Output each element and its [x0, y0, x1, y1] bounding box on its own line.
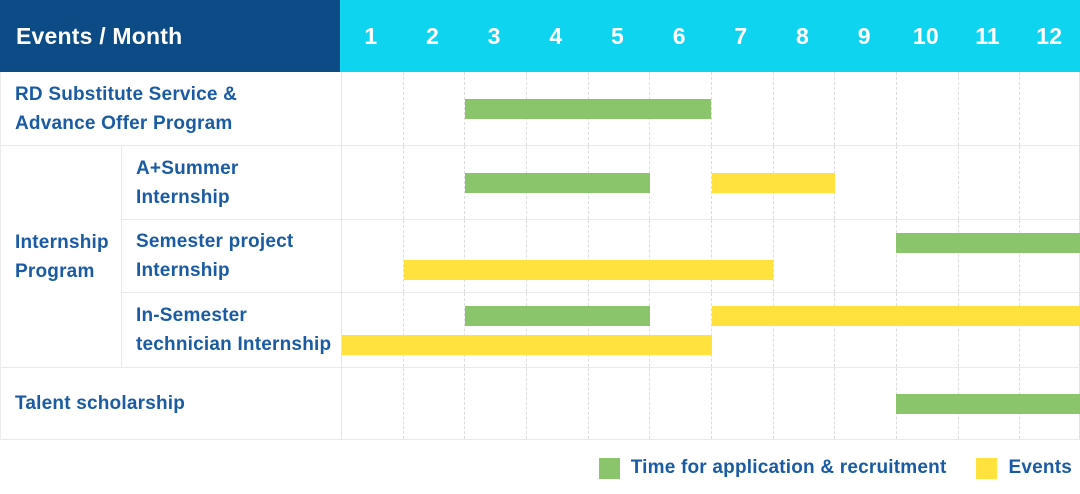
month-label: 4 — [549, 22, 563, 49]
month-label: 5 — [611, 22, 625, 49]
green-bar — [896, 233, 1080, 253]
month-gridcell — [402, 368, 465, 439]
month-label: 1 — [364, 22, 378, 49]
legend-swatch-green — [598, 457, 620, 479]
month-gridcell — [587, 368, 650, 439]
month-gridcell — [649, 368, 711, 439]
month-gridcell — [649, 146, 711, 219]
month-gridcell — [896, 146, 958, 219]
month-gridcell — [834, 72, 896, 145]
month-gridcell — [1019, 72, 1080, 145]
month-gridcell — [711, 72, 773, 145]
month-label: 9 — [857, 22, 871, 49]
yellow-bar — [342, 335, 712, 355]
month-gridcell — [342, 220, 403, 292]
month-gridcell — [342, 146, 403, 219]
month-gridcell — [464, 293, 526, 367]
month-gridcell — [402, 220, 465, 292]
month-gridcell — [957, 220, 1020, 292]
green-bar — [896, 393, 1080, 414]
month-gridcell — [402, 146, 465, 219]
schedule-table: Events / Month 1 2 3 4 5 6 7 8 9 10 11 12 RD Substi… — [0, 0, 1080, 440]
month-gridcell — [464, 220, 526, 292]
month-gridcell — [587, 293, 650, 367]
green-bar — [465, 306, 650, 326]
month-gridcell — [1019, 146, 1080, 219]
month-gridcell — [772, 368, 835, 439]
events-month-header: Events / Month — [0, 0, 340, 72]
month-label: 10 — [912, 22, 939, 49]
month-gridcell — [1019, 220, 1080, 292]
month-gridcell — [896, 72, 958, 145]
row-label-rd-substitute: RD Substitute Service & Advance Offer Pr… — [1, 72, 341, 146]
month-gridcell — [711, 368, 773, 439]
month-gridcell — [649, 220, 711, 292]
table-header-row: Events / Month 1 2 3 4 5 6 7 8 9 10 11 12 — [0, 0, 1080, 72]
month-gridcell — [587, 220, 650, 292]
yellow-bar — [711, 306, 1080, 326]
month-gridcell — [1019, 293, 1080, 367]
month-gridcell — [526, 293, 588, 367]
month-gridcell — [526, 220, 588, 292]
month-label: 6 — [672, 22, 686, 49]
month-header-strip: 1 2 3 4 5 6 7 8 9 10 11 12 — [340, 0, 1080, 72]
month-gridcell — [772, 220, 835, 292]
group-label-internship-program: Internship Program — [1, 146, 121, 368]
legend-item-yellow: Events — [976, 457, 1072, 479]
legend-swatch-yellow — [976, 457, 998, 479]
month-gridcell — [526, 368, 588, 439]
month-label: 3 — [487, 22, 501, 49]
legend-label: Events — [1008, 457, 1072, 478]
month-gridcell — [464, 368, 526, 439]
timeline-row — [341, 293, 1080, 368]
month-gridcell — [772, 293, 835, 367]
month-label: 2 — [426, 22, 439, 49]
month-gridcell — [649, 293, 711, 367]
month-gridcell — [834, 146, 896, 219]
month-gridcell — [342, 72, 403, 145]
month-gridcell — [957, 146, 1020, 219]
legend-item-green: Time for application & recruitment — [598, 457, 947, 479]
month-gridcell — [896, 220, 958, 292]
month-gridcell — [342, 293, 403, 367]
month-gridcell — [711, 293, 773, 367]
timeline-row — [341, 368, 1080, 440]
row-label-semester-project: Semester project Internship — [121, 220, 341, 293]
table-body: RD Substitute Service & Advance Offer Pr… — [0, 72, 1080, 440]
timeline-row — [341, 72, 1080, 146]
legend: Time for application & recruitment Events — [0, 457, 1080, 479]
month-gridcell — [464, 72, 526, 145]
month-gridcell — [834, 293, 896, 367]
month-label: 8 — [796, 22, 810, 49]
row-label-in-semester-technician: In-Semester technician Internship — [121, 293, 341, 368]
row-label-talent-scholarship: Talent scholarship — [1, 368, 341, 440]
month-gridcell — [772, 72, 835, 145]
month-gridcell — [402, 293, 465, 367]
yellow-bar — [711, 172, 835, 193]
legend-label: Time for application & recruitment — [630, 457, 947, 478]
month-gridcell — [896, 293, 958, 367]
yellow-bar — [403, 260, 774, 280]
month-gridcell — [957, 72, 1020, 145]
month-gridcell — [711, 220, 773, 292]
green-bar — [465, 98, 712, 119]
month-gridcell — [464, 146, 526, 219]
month-gridcell — [834, 220, 896, 292]
row-label-a-plus-summer: A+Summer Internship — [121, 146, 341, 220]
month-label: 12 — [1036, 22, 1063, 49]
month-label: 7 — [734, 22, 748, 49]
timeline-row — [341, 220, 1080, 293]
month-gridcell — [957, 293, 1020, 367]
month-label: 11 — [975, 22, 1000, 49]
month-gridcell — [342, 368, 403, 439]
green-bar — [465, 172, 650, 193]
timeline-row — [341, 146, 1080, 220]
month-gridcell — [834, 368, 896, 439]
month-gridcell — [402, 72, 465, 145]
